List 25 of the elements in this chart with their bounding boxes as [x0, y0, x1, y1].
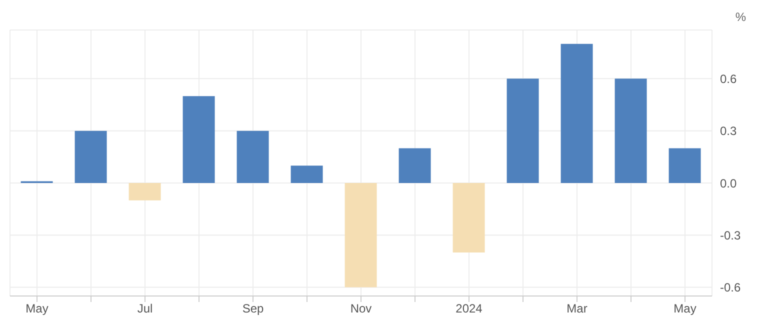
bar: [128, 182, 161, 200]
x-tick-label: Mar: [566, 302, 588, 316]
bar: [74, 130, 107, 183]
bar: [506, 78, 539, 183]
y-tick-label: 0.3: [720, 124, 738, 138]
bar: [344, 182, 377, 288]
bar: [560, 44, 593, 183]
bar: [452, 182, 485, 253]
bar: [236, 130, 269, 183]
y-tick-label: -0.6: [720, 280, 742, 295]
y-tick-label: -0.3: [720, 228, 742, 242]
x-tick-label: May: [26, 302, 48, 316]
x-tick-label: May: [674, 302, 696, 316]
x-tick-label: Jul: [137, 302, 153, 316]
y-tick-label: 0.6: [720, 72, 738, 86]
bar: [614, 78, 647, 183]
bar: [290, 166, 323, 183]
y-tick-label: 0.0: [720, 176, 738, 190]
bar: [668, 148, 701, 183]
x-tick-label: Nov: [350, 302, 372, 316]
bar: [398, 148, 431, 183]
y-axis-title: %: [735, 10, 746, 24]
x-tick-label: Sep: [242, 302, 264, 316]
bar: [182, 96, 215, 183]
x-tick-label: 2024: [456, 302, 483, 316]
